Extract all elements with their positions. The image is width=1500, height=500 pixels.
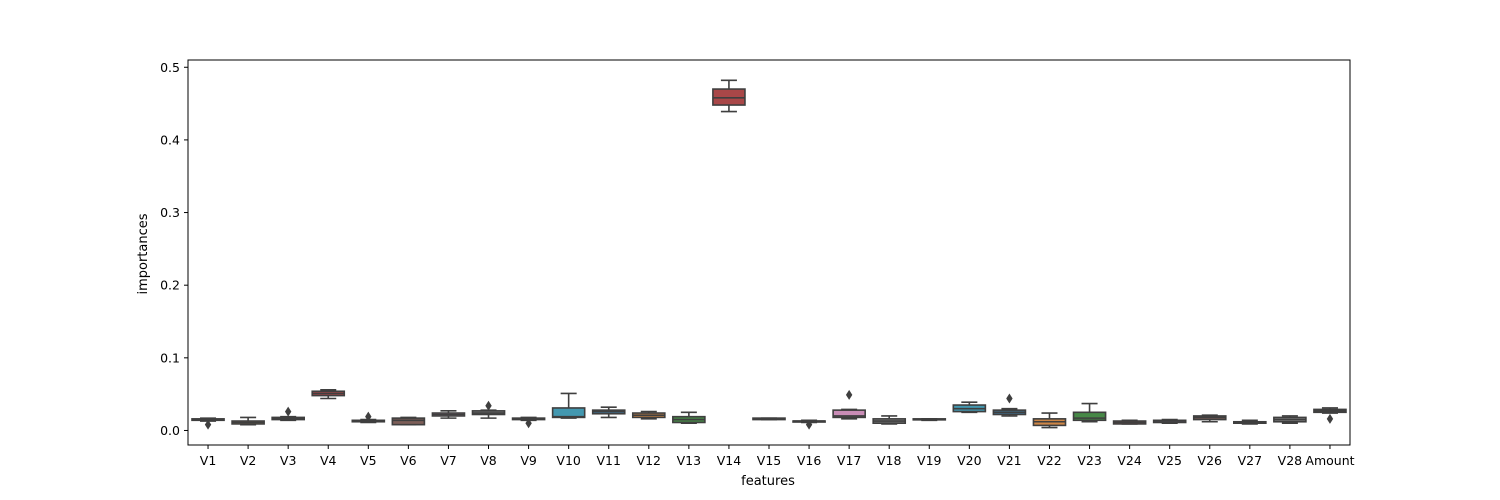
x-tick-label: V6 — [400, 453, 417, 468]
box-V22 — [1032, 412, 1067, 429]
box-V5 — [351, 411, 386, 424]
x-tick-label: V20 — [957, 453, 982, 468]
x-tick-label: V26 — [1198, 453, 1223, 468]
box-V18 — [872, 415, 907, 425]
outlier-point — [805, 419, 813, 430]
x-tick-label: V25 — [1157, 453, 1181, 468]
y-tick-label: 0.0 — [160, 423, 180, 438]
y-tick-label: 0.5 — [160, 60, 180, 75]
x-tick-label: V14 — [717, 453, 742, 468]
x-tick-label: V28 — [1278, 453, 1303, 468]
x-tick-label: V5 — [360, 453, 377, 468]
x-tick-label: V24 — [1117, 453, 1142, 468]
box-Amount — [1313, 407, 1347, 424]
box-V13 — [672, 411, 706, 425]
y-tick-label: 0.3 — [160, 205, 180, 220]
box-V26 — [1192, 414, 1227, 423]
box-V1 — [191, 417, 225, 430]
outlier-point — [1006, 393, 1013, 404]
x-tick-label: V19 — [917, 453, 942, 468]
axes-layer: 0.0 0.1 0.2 0.3 0.4 0.5 V1 V2 V3 V4 V5 V6 V7 V8 V9 V10 V… — [160, 59, 1355, 468]
x-tick-label: V27 — [1238, 453, 1262, 468]
box-V7 — [431, 410, 466, 419]
outlier-point — [1326, 413, 1334, 424]
box-V21 — [992, 393, 1027, 417]
x-tick-label: V22 — [1037, 453, 1061, 468]
y-tick-label: 0.4 — [160, 132, 180, 147]
box-V12 — [631, 410, 666, 420]
box-V19 — [912, 418, 947, 422]
x-tick-label: V12 — [637, 453, 661, 468]
outlier-point — [485, 400, 492, 411]
x-tick-label: V23 — [1077, 453, 1101, 468]
box-V8 — [471, 400, 506, 419]
outlier-point — [365, 411, 372, 422]
outlier-point — [845, 389, 853, 400]
x-tick-label: V7 — [440, 453, 457, 468]
y-tick-label: 0.2 — [160, 278, 180, 293]
box-V24 — [1112, 419, 1147, 425]
x-tick-label: V17 — [837, 453, 861, 468]
box-body — [832, 409, 866, 419]
box-V10 — [551, 392, 586, 419]
box-V27 — [1233, 419, 1267, 425]
box-V23 — [1072, 402, 1107, 423]
box-V3 — [271, 406, 306, 422]
box-V14 — [712, 79, 746, 113]
box-body — [1072, 411, 1107, 422]
box-V6 — [391, 416, 426, 426]
box-V11 — [591, 406, 626, 419]
x-tick-label: V16 — [797, 453, 822, 468]
x-tick-label: V4 — [320, 453, 337, 468]
x-tick-label: Amount — [1305, 453, 1354, 468]
x-tick-label: V9 — [520, 453, 537, 468]
x-tick-label: V3 — [280, 453, 297, 468]
box-V17 — [832, 389, 866, 420]
x-tick-label: V21 — [997, 453, 1021, 468]
x-tick-label: V15 — [757, 453, 781, 468]
outlier-point — [284, 406, 292, 417]
x-tick-label: V10 — [556, 453, 581, 468]
box-V4 — [311, 388, 346, 400]
y-axis-label: importances — [136, 213, 151, 294]
x-tick-label: V11 — [596, 453, 620, 468]
box-V15 — [752, 417, 786, 421]
x-tick-label: V8 — [480, 453, 497, 468]
box-V28 — [1273, 415, 1307, 425]
y-tick-label: 0.1 — [160, 350, 180, 365]
x-tick-label: V1 — [200, 453, 217, 468]
box-V2 — [231, 416, 265, 426]
x-tick-label: V13 — [677, 453, 701, 468]
plot-frame — [187, 59, 1351, 446]
box-V16 — [792, 419, 826, 430]
x-tick-label: V18 — [877, 453, 902, 468]
boxes-layer — [191, 79, 1347, 430]
box-V25 — [1152, 418, 1187, 425]
outlier-point — [204, 419, 212, 430]
box-V20 — [952, 401, 987, 414]
box-body — [391, 417, 426, 426]
outlier-point — [525, 418, 532, 429]
x-axis-label: features — [741, 474, 795, 489]
box-V9 — [511, 416, 546, 429]
x-tick-label: V2 — [240, 453, 257, 468]
